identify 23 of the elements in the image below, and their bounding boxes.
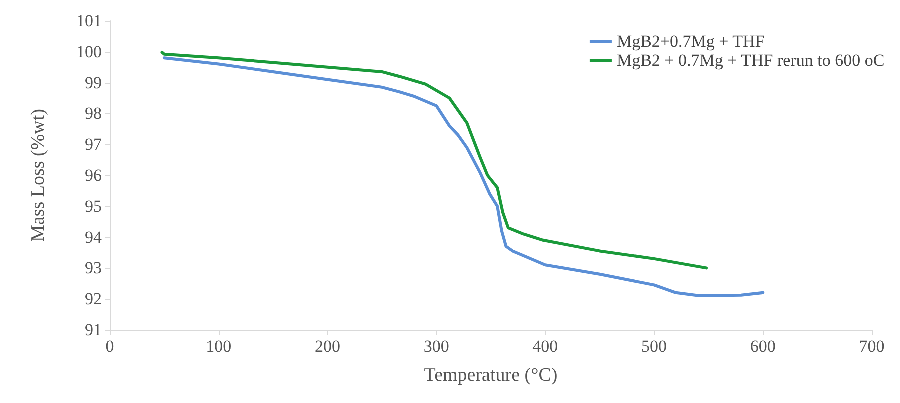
y-tick-label: 100 bbox=[76, 42, 102, 62]
y-axis-title: Mass Loss (%wt) bbox=[28, 109, 49, 242]
x-tick-label: 500 bbox=[642, 337, 668, 356]
y-tick-label: 98 bbox=[85, 104, 102, 124]
legend-label: MgB2+0.7Mg + THF bbox=[616, 32, 765, 51]
x-tick-label: 400 bbox=[532, 337, 558, 356]
y-tick-label: 92 bbox=[85, 290, 102, 309]
x-axis-title: Temperature (°C) bbox=[424, 365, 558, 386]
y-tick-label: 93 bbox=[85, 258, 102, 278]
x-tick-label: 200 bbox=[314, 337, 340, 356]
y-tick-label: 96 bbox=[85, 166, 102, 185]
y-tick-label: 99 bbox=[85, 73, 102, 92]
x-tick-label: 600 bbox=[750, 337, 776, 356]
legend-label: MgB2 + 0.7Mg + THF rerun to 600 oC bbox=[616, 51, 885, 70]
y-tick-label: 95 bbox=[85, 196, 102, 216]
x-tick-label: 300 bbox=[424, 337, 450, 356]
y-tick-label: 101 bbox=[76, 12, 102, 30]
y-tick-label: 91 bbox=[85, 320, 102, 340]
y-tick-label: 94 bbox=[85, 228, 102, 247]
x-tick-label: 700 bbox=[859, 337, 885, 356]
y-tick-label: 97 bbox=[85, 135, 102, 154]
x-tick-label: 0 bbox=[106, 337, 114, 356]
x-tick-label: 100 bbox=[206, 337, 232, 356]
